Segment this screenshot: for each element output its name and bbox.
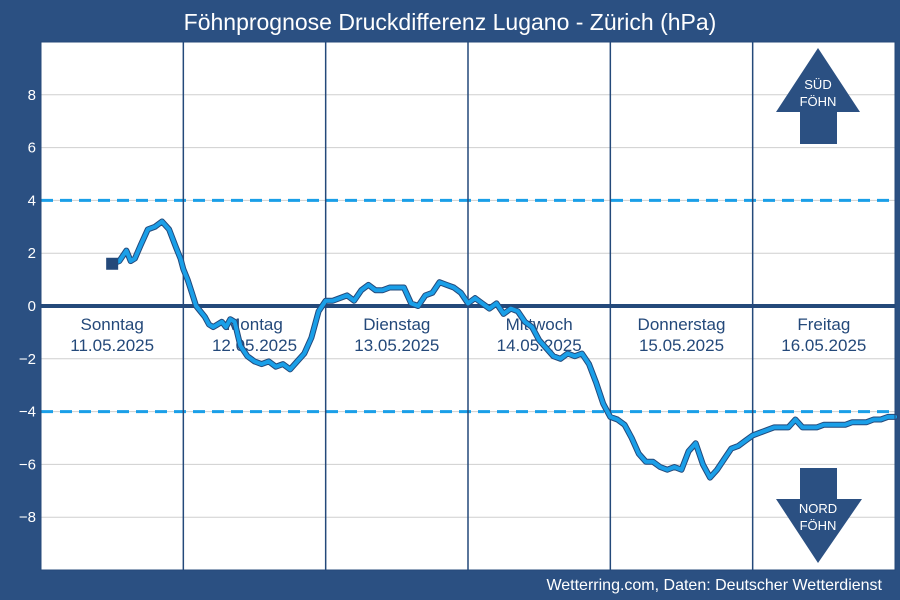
- day-date-label: 16.05.2025: [781, 336, 866, 355]
- day-name-label: Freitag: [797, 315, 850, 334]
- nord-label: NORD: [799, 501, 837, 516]
- chart-title: Föhnprognose Druckdifferenz Lugano - Zür…: [184, 9, 717, 35]
- y-tick-label: 4: [28, 192, 36, 209]
- day-name-label: Donnerstag: [638, 315, 726, 334]
- y-tick-label: 2: [28, 245, 36, 262]
- y-tick-label: −2: [19, 351, 36, 368]
- sued-label: SÜD: [804, 77, 831, 92]
- day-date-label: 15.05.2025: [639, 336, 724, 355]
- series-layer: [106, 218, 898, 481]
- plot-border: [40, 41, 896, 571]
- y-tick-label: −8: [19, 509, 36, 526]
- nord-foehn-arrow: NORD FÖHN: [776, 468, 862, 563]
- day-name-label: Sonntag: [80, 315, 143, 334]
- day-name-label: Montag: [226, 315, 283, 334]
- y-tick-label: −6: [19, 456, 36, 473]
- arrow-down-icon: [776, 468, 862, 563]
- day-name-label: Dienstag: [363, 315, 430, 334]
- day-date-label: 12.05.2025: [212, 336, 297, 355]
- day-date-label: 14.05.2025: [497, 336, 582, 355]
- y-tick-label: 8: [28, 87, 36, 104]
- series-line: [110, 219, 897, 480]
- arrow-up-icon: [776, 48, 860, 144]
- sued-foehn-label: FÖHN: [800, 94, 837, 109]
- sued-foehn-arrow: SÜD FÖHN: [776, 48, 860, 144]
- day-date-label: 11.05.2025: [70, 336, 154, 355]
- y-tick-label: 0: [28, 298, 36, 315]
- day-labels: Sonntag 11.05.2025 Montag 12.05.2025 Diensta…: [70, 315, 866, 355]
- series-start-marker: [106, 257, 119, 270]
- footer-credit: Wetterring.com, Daten: Deutscher Wetterd…: [546, 577, 882, 594]
- day-name-label: Mittwoch: [506, 315, 573, 334]
- y-tick-label: −4: [19, 404, 36, 421]
- nord-foehn-label: FÖHN: [800, 518, 837, 533]
- day-date-label: 13.05.2025: [354, 336, 439, 355]
- y-tick-label: 6: [28, 140, 36, 157]
- y-axis-ticks: 8 6 4 2 0 −2 −4 −6 −8: [19, 87, 36, 526]
